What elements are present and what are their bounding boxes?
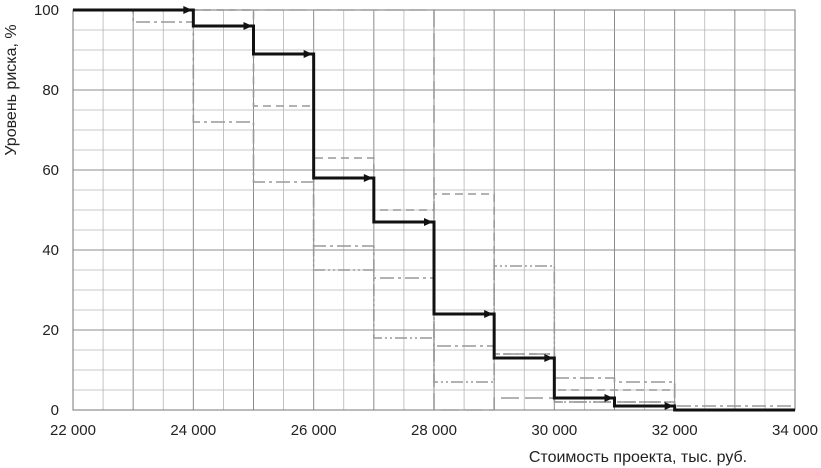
x-axis-title: Стоимость проекта, тыс. руб.: [529, 449, 747, 466]
y-tick-label: 100: [34, 2, 59, 19]
series-arrowhead: [183, 6, 193, 14]
series-arrowhead: [544, 354, 554, 362]
x-tick-label: 28 000: [411, 422, 457, 439]
series-arrowhead: [303, 50, 313, 58]
series-arrowhead: [243, 22, 253, 30]
x-tick-label: 34 000: [772, 422, 818, 439]
series-arrowhead: [664, 402, 674, 410]
series-line: [73, 9, 795, 411]
series-line-main: [73, 8, 795, 412]
y-tick-label: 60: [42, 162, 59, 179]
y-axis-title: Уровень риска, %: [3, 24, 20, 155]
series-line: [73, 9, 795, 407]
series-layer: [73, 6, 795, 412]
series-arrowhead: [424, 218, 433, 226]
x-tick-label: 30 000: [531, 422, 577, 439]
y-tick-label: 80: [42, 82, 59, 99]
x-tick-label: 26 000: [291, 422, 337, 439]
series-arrowhead: [484, 310, 494, 318]
y-tick-label: 20: [42, 322, 59, 339]
series-arrowhead: [363, 174, 373, 182]
x-tick-label: 22 000: [50, 422, 96, 439]
x-tick-label: 24 000: [170, 422, 216, 439]
y-tick-label: 0: [51, 402, 59, 419]
series-line: [73, 9, 795, 411]
series-arrowhead: [604, 394, 614, 402]
x-tick-labels: 22 000 24 000 26 000 28 000 30 000 32 000 34 0…: [50, 422, 818, 439]
y-tick-label: 40: [42, 242, 59, 259]
x-tick-label: 32 000: [652, 422, 698, 439]
y-tick-labels: 0 20 40 60 80 100: [34, 2, 59, 419]
